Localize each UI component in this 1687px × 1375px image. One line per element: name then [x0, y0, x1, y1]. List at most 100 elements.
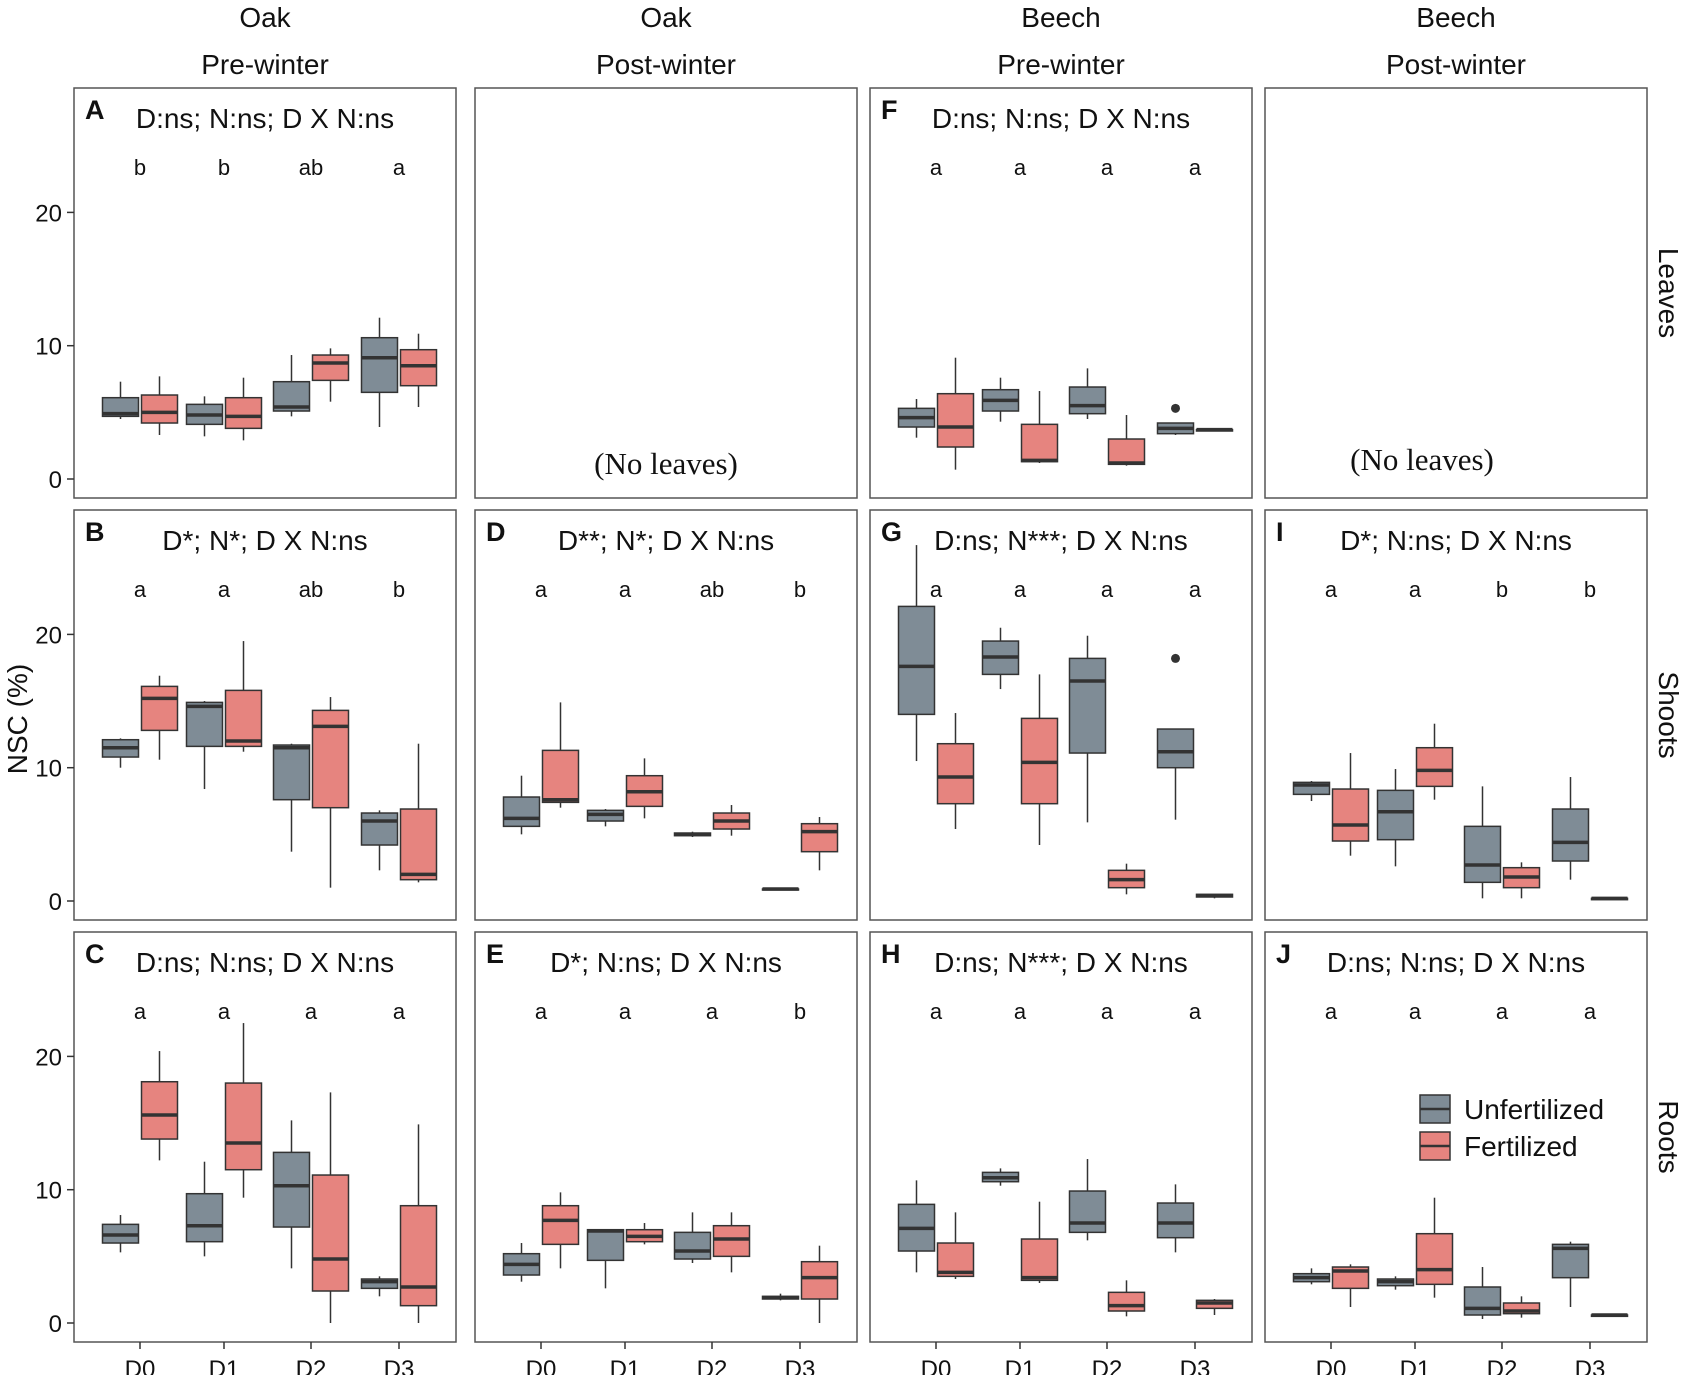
box-d1-fertilized: [224, 641, 263, 752]
box-d1-fertilized: [625, 758, 664, 819]
box-body: [1068, 1190, 1107, 1234]
significance-letter: a: [1014, 155, 1027, 180]
box-d1-fertilized: [224, 377, 263, 441]
significance-letter: a: [1014, 577, 1027, 602]
box-body: [1068, 657, 1107, 754]
column-season-label: Post-winter: [1386, 49, 1526, 80]
box-body: [272, 1151, 311, 1228]
panel-frame: [474, 931, 858, 1343]
box-d2-fertilized: [712, 805, 751, 836]
column-species-label: Oak: [640, 2, 692, 33]
box-d0-fertilized: [1331, 753, 1370, 856]
significance-letter: b: [794, 577, 806, 602]
box-body: [140, 1080, 179, 1140]
box-d2-fertilized: [311, 1092, 350, 1323]
box-d3-unfertilized: [1551, 1241, 1590, 1308]
box-d2-fertilized: [1107, 1280, 1146, 1317]
box-d1-unfertilized: [185, 396, 224, 437]
box-d2-fertilized: [1502, 862, 1541, 899]
significance-letter: a: [930, 577, 943, 602]
significance-letter: a: [1409, 577, 1422, 602]
significance-letter: a: [619, 577, 632, 602]
box-d2-unfertilized: [1068, 368, 1107, 420]
panel-h: H D:ns; N***; D X N:nsa a a a: [869, 931, 1253, 1343]
box-body: [360, 1278, 399, 1290]
legend: Unfertilized Fertilized: [1419, 1094, 1604, 1162]
box-body: [311, 1174, 350, 1292]
box-body: [502, 796, 541, 828]
box-d3-fertilized: [1195, 1299, 1234, 1316]
box-d3-fertilized: [1195, 427, 1234, 432]
box-body: [1107, 438, 1146, 466]
panel-letter: A: [85, 95, 105, 125]
panel-stats: D:ns; N:ns; D X N:ns: [136, 103, 394, 134]
box-d3-fertilized: [399, 1124, 438, 1323]
row-strip-label: Shoots: [1653, 671, 1684, 758]
x-tick-label: D0: [1316, 1356, 1347, 1375]
box-d0-fertilized: [140, 1051, 179, 1161]
significance-letter: a: [1189, 577, 1202, 602]
panel-note: (No leaves): [1350, 442, 1494, 477]
panel-e: E D*; N:ns; D X N:nsa a a b: [474, 931, 858, 1343]
significance-letter: a: [218, 999, 231, 1024]
box-body: [1156, 728, 1195, 769]
box-body: [399, 1204, 438, 1307]
box-body: [936, 742, 975, 805]
box-d3-fertilized: [399, 333, 438, 408]
box-d2-unfertilized: [1068, 1159, 1107, 1241]
x-tick-label: D2: [1092, 1356, 1123, 1375]
box-body: [1463, 1286, 1502, 1316]
box-d3-fertilized: [1590, 1313, 1629, 1318]
box-d3-fertilized: [800, 817, 839, 871]
box-body: [541, 1204, 580, 1246]
y-tick-label: 10: [35, 1178, 62, 1205]
panel-empty-0-3: (No leaves): [1264, 87, 1648, 499]
legend-label: Fertilized: [1464, 1131, 1578, 1162]
box-body: [1415, 746, 1454, 788]
y-tick-label: 0: [49, 1311, 62, 1338]
box-d3-fertilized: [1195, 893, 1234, 899]
panel-frame: [73, 87, 457, 499]
y-tick-label: 0: [49, 889, 62, 916]
y-tick-label: 10: [35, 756, 62, 783]
panel-frame: [73, 509, 457, 921]
box-body: [399, 348, 438, 387]
x-tick-label: D1: [1005, 1356, 1036, 1375]
panel-letter: E: [486, 939, 504, 969]
box-d0-fertilized: [541, 1192, 580, 1269]
column-species-label: Beech: [1021, 2, 1100, 33]
panel-d: D D**; N*; D X N:ns a a ab b: [474, 509, 858, 921]
y-tick-label: 0: [49, 467, 62, 494]
panel-grid: A D:ns; N:ns; D X N:ns b b ab a (No leaves) F D:…: [73, 87, 1648, 1343]
box-d1-fertilized: [1020, 674, 1059, 846]
box-d3-unfertilized: [360, 317, 399, 428]
box-body: [712, 1224, 751, 1258]
panel-f: F D:ns; N:ns; D X N:ns a a a a: [869, 87, 1253, 499]
y-tick-label: 20: [35, 1044, 62, 1071]
box-d1-unfertilized: [981, 377, 1020, 422]
significance-letter: b: [134, 155, 146, 180]
box-d3-unfertilized: [761, 1293, 800, 1301]
box-body: [1463, 825, 1502, 884]
box-d2-fertilized: [1107, 863, 1146, 895]
significance-letter: ab: [299, 577, 323, 602]
x-tick-label: D3: [1180, 1356, 1211, 1375]
box-body: [541, 749, 580, 804]
axes: 0 10 20 0 10 20 0 10 20 D0 D1 D2 D3 D0 D1 D2 D3 D0 D1 D2 D3 D…: [35, 200, 1605, 1375]
x-tick-label: D2: [697, 1356, 728, 1375]
panel-letter: I: [1276, 517, 1284, 547]
significance-letter: a: [1325, 999, 1338, 1024]
box-body: [673, 1231, 712, 1260]
column-headers: Oak Pre-winter Oak Post-winter Beech Pre-wint…: [201, 2, 1526, 80]
box-d2-unfertilized: [673, 1212, 712, 1264]
panel-stats: D:ns; N***; D X N:ns: [934, 947, 1188, 978]
box-d2-fertilized: [311, 348, 350, 402]
box-d0-unfertilized: [101, 738, 140, 768]
significance-letter: a: [1101, 999, 1114, 1024]
box-d2-fertilized: [1502, 1296, 1541, 1318]
box-body: [1376, 789, 1415, 841]
box-d0-unfertilized: [897, 399, 936, 438]
significance-letter: ab: [700, 577, 724, 602]
significance-letter: a: [305, 999, 318, 1024]
panel-frame: [869, 87, 1253, 499]
